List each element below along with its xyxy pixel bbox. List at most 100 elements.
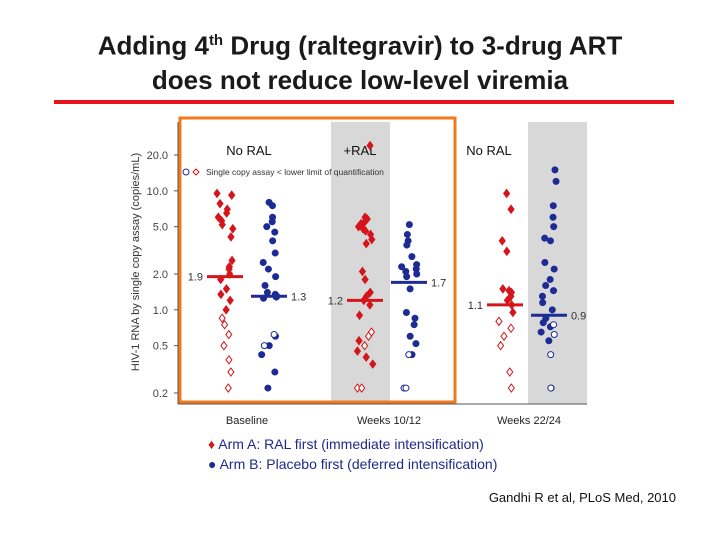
data-point-circle (541, 258, 549, 266)
data-point-circle (410, 321, 418, 329)
data-point-circle (546, 237, 554, 245)
data-point-open-diamond (227, 367, 235, 377)
data-point-open-diamond (507, 323, 515, 334)
group-header: No RAL (466, 143, 512, 158)
data-point-circle (552, 177, 560, 185)
data-point-diamond (353, 346, 362, 356)
data-point-diamond (213, 188, 221, 199)
median-label: 1.7 (431, 277, 446, 289)
citation: Gandhi R et al, PLoS Med, 2010 (488, 490, 676, 505)
data-point-open-circle (547, 351, 555, 359)
data-point-open-diamond (358, 383, 366, 393)
data-point-circle (403, 230, 411, 238)
data-point-circle (413, 270, 421, 278)
y-tick-label: 0.5 (153, 341, 168, 353)
data-point-circle (405, 221, 413, 229)
highlight-box (178, 116, 457, 404)
data-point-circle (550, 287, 558, 295)
data-point-open-diamond (224, 383, 232, 393)
data-point-open-circle (405, 351, 413, 359)
data-point-circle (406, 285, 414, 293)
x-tick-label: Weeks 10/12 (357, 415, 421, 427)
data-point-circle (542, 282, 550, 290)
data-point-circle (258, 351, 266, 359)
data-point-open-diamond (218, 313, 226, 324)
lloq-annotation: Single copy assay < lower limit of quant… (206, 167, 384, 177)
data-point-circle (398, 263, 406, 271)
legend-item-arm-a: ♦ Arm A: RAL first (immediate intensific… (208, 434, 497, 454)
data-point-diamond (366, 287, 374, 298)
data-point-diamond (222, 284, 231, 294)
data-point-circle (411, 314, 419, 322)
data-point-open-diamond (220, 340, 228, 351)
data-point-circle (402, 308, 410, 316)
shaded-panel-weeks-22-24 (528, 122, 587, 404)
data-point-circle (261, 282, 269, 290)
y-tick-label: 0.2 (153, 388, 168, 400)
data-point-diamond (217, 289, 225, 300)
legend-label-arm-a: Arm A: RAL first (immediate intensificat… (218, 436, 484, 452)
data-point-diamond (226, 295, 234, 306)
x-tick-label: Weeks 22/24 (497, 415, 561, 427)
data-point-open-circle (550, 321, 558, 329)
data-point-open-diamond (495, 316, 503, 327)
diamond-icon: ♦ (208, 436, 216, 452)
data-point-diamond (362, 238, 370, 249)
data-point-open-diamond (364, 331, 373, 342)
data-point-diamond (498, 235, 506, 246)
x-tick-label: Baseline (226, 415, 268, 427)
median-label: 0.9 (571, 310, 586, 322)
title-line-2: does not reduce low-level viremia (151, 64, 569, 95)
data-point-diamond (222, 304, 230, 315)
y-tick-label: 10.0 (147, 186, 168, 198)
title-line-1: Adding 4th Drug (raltegravir) to 3-drug … (97, 30, 623, 61)
data-point-circle (539, 319, 547, 327)
data-point-open-diamond (220, 319, 229, 330)
data-point-diamond (507, 291, 515, 302)
data-point-diamond (218, 219, 226, 230)
data-point-diamond (361, 274, 369, 285)
data-point-diamond (503, 246, 511, 257)
data-point-circle (546, 275, 554, 283)
data-point-circle (549, 213, 557, 221)
data-point-diamond (214, 212, 222, 223)
data-point-circle (403, 273, 411, 281)
data-point-diamond (369, 359, 377, 369)
median-label: 1.2 (328, 295, 343, 307)
y-axis-label: HIV-1 RNA by single copy assay (copies/m… (130, 153, 142, 371)
title-divider (54, 100, 674, 104)
data-point-circle (263, 223, 271, 231)
data-point-circle (548, 306, 556, 314)
data-point-diamond (229, 223, 237, 234)
data-point-diamond (216, 198, 224, 209)
data-point-circle (271, 228, 279, 236)
legend-item-arm-b: ● Arm B: Placebo first (deferred intensi… (208, 454, 497, 474)
shaded-panel-weeks-10-12 (331, 122, 390, 404)
data-point-circle (545, 337, 553, 345)
data-point-circle (268, 218, 276, 226)
data-point-circle (264, 384, 272, 392)
data-point-diamond (222, 208, 231, 218)
data-point-open-diamond (507, 383, 515, 393)
group-header: No RAL (226, 143, 272, 158)
data-point-diamond (227, 232, 235, 242)
data-point-circle (268, 202, 276, 210)
data-point-circle (549, 202, 557, 210)
open-diamond-icon (192, 168, 200, 176)
data-point-diamond (366, 140, 374, 151)
data-point-circle (550, 265, 558, 273)
data-point-open-diamond (496, 340, 505, 351)
median-label: 1.9 (188, 272, 203, 284)
data-point-diamond (358, 266, 367, 277)
data-point-circle (406, 332, 414, 340)
data-point-circle (271, 249, 279, 257)
data-point-diamond (507, 204, 515, 215)
y-tick-label: 5.0 (153, 222, 168, 234)
data-point-open-diamond (361, 340, 369, 351)
data-point-circle (269, 237, 277, 245)
data-point-diamond (228, 255, 236, 266)
data-point-circle (539, 299, 547, 307)
y-tick-label: 20.0 (147, 150, 168, 162)
data-point-open-diamond (225, 354, 233, 365)
data-point-circle (272, 273, 280, 281)
